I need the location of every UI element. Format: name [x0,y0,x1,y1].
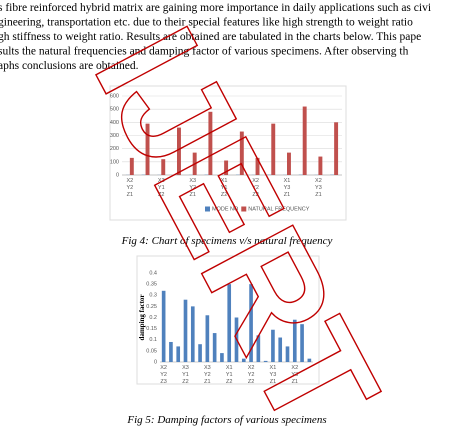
bar [300,324,304,362]
y-tick-label: 300 [110,133,119,139]
x-tick-label: X1 Y1 Z2 [226,365,233,385]
paragraph-line: sults the natural frequencies and dampin… [0,46,409,58]
y-tick-label: 0.4 [149,270,157,276]
bar [278,337,283,362]
bar [318,156,323,175]
bar [263,360,268,362]
bar [183,299,188,362]
x-tick-label: X2 Y3 Z1 [315,178,322,198]
legend-swatch [241,206,247,212]
paragraph-line: gineering, transportation etc. due to th… [0,17,413,29]
bar [302,106,307,175]
x-tick-label: X3 Y2 Z1 [189,178,196,198]
bar [212,333,217,362]
caption: Fig 4: Chart of specimens v/s natural fr… [121,235,333,247]
bar [271,123,276,175]
y-tick-label: 0 [116,172,119,178]
bar [285,346,290,362]
bar [205,315,210,362]
bar [234,317,239,362]
y-tick-label: 0.05 [146,348,157,354]
x-tick-label: X3 Y1 Z2 [182,365,189,385]
bar [208,111,213,175]
x-tick-label: X1 Y3 Z1 [270,365,277,385]
bar [177,127,181,175]
legend-label: NATURAL FREQUENCY [248,206,309,212]
y-tick-label: 200 [110,146,119,152]
y-tick-label: 0.25 [146,304,157,310]
legend-label: MODE NO [212,206,239,212]
bar [169,341,173,362]
bar [256,335,261,362]
bar [239,131,244,175]
x-tick-label: X2 Y2 Z2 [248,365,255,385]
x-tick-label: X2 Y2 Z3 [160,365,167,385]
bar [287,152,291,175]
bar [161,159,166,175]
bar [145,123,150,175]
y-tick-label: 100 [110,159,119,165]
bar [271,329,275,362]
bar [190,306,195,362]
y-tick-label: 0.35 [146,282,157,288]
bar [129,157,134,175]
bar [220,353,224,362]
y-tick-label: 0 [154,359,157,365]
caption: Fig 5: Damping factors of various specim… [126,414,326,426]
y-tick-label: 0.2 [149,315,157,321]
bar [192,152,197,175]
bar [292,319,297,362]
bar [249,284,253,362]
x-tick-label: X2 Y2 Z1 [126,178,133,198]
legend-swatch [205,206,210,212]
bar [198,344,202,362]
x-tick-label: X1 Y3 Z1 [284,178,291,198]
bar [227,284,232,362]
paragraph-line: s fibre reinforced hybrid matrix are gai… [0,2,431,14]
x-tick-label: X3 Y2 Z1 [204,365,211,385]
bar [334,122,339,175]
y-tick-label: 400 [110,120,119,126]
bar [241,358,246,362]
bar [161,290,166,362]
bar [307,358,312,362]
y-axis-label: damping factor [138,294,146,340]
bar [176,346,181,362]
bar [224,160,229,175]
y-tick-label: 600 [110,93,119,99]
bar [255,157,260,175]
y-tick-label: 0.15 [146,326,157,332]
y-tick-label: 0.3 [149,293,157,299]
x-tick-label: X2 Y2 Z2 [252,178,259,198]
paragraph-line: aphs conclusions are obtained. [0,60,139,72]
x-tick-label: X3 Y1 Z2 [158,178,165,198]
y-tick-label: 500 [110,107,119,113]
y-tick-label: 0.1 [149,337,157,343]
x-tick-label: X1 Y1 Z2 [221,178,228,198]
paragraph-line: gh stiffness to weight ratio. Results ar… [0,31,421,43]
x-tick-label: X2 Y3 Z1 [291,365,298,385]
